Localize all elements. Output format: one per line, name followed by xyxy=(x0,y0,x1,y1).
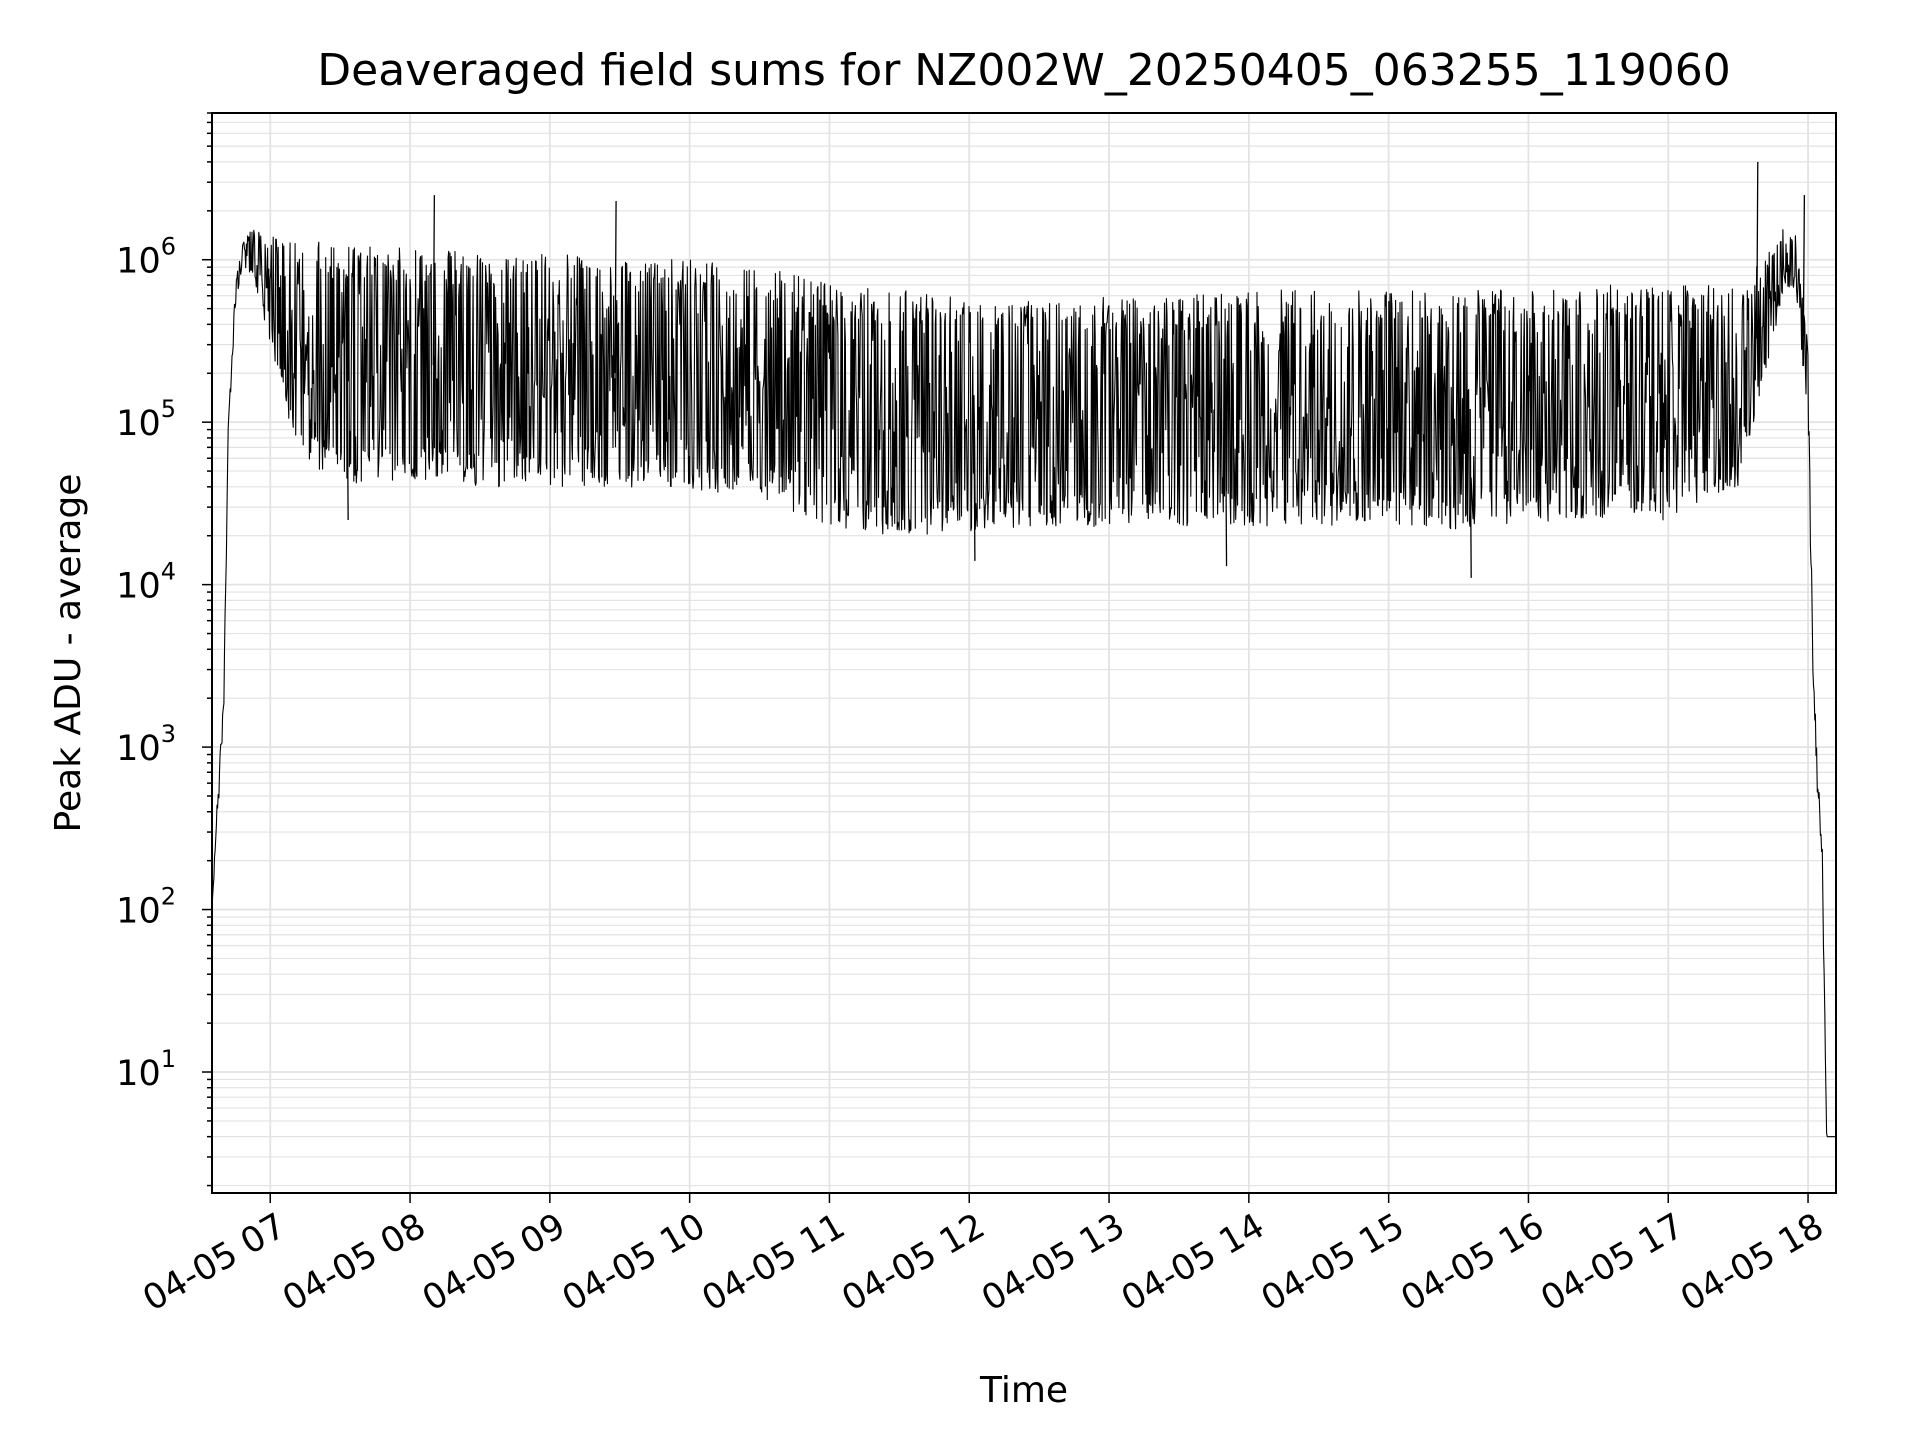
series-spike xyxy=(346,363,349,520)
x-tick-label: 04-05 16 xyxy=(1395,1206,1551,1319)
x-tick-label: 04-05 14 xyxy=(1115,1206,1271,1319)
x-tick-label: 04-05 10 xyxy=(556,1206,712,1319)
grid-lines xyxy=(212,112,1836,1193)
x-tick-label: 04-05 12 xyxy=(835,1206,991,1319)
series-spike xyxy=(973,414,976,561)
y-tick-label: 103 xyxy=(116,720,176,769)
x-tick-label: 04-05 09 xyxy=(416,1206,572,1319)
x-tick-label: 04-05 15 xyxy=(1255,1206,1411,1319)
series-spike xyxy=(1224,408,1228,567)
y-tick-label: 105 xyxy=(116,395,176,444)
x-tick-label: 04-05 18 xyxy=(1674,1206,1830,1319)
x-tick-label: 04-05 07 xyxy=(136,1206,292,1319)
x-axis-label: Time xyxy=(979,1370,1068,1411)
chart-title: Deaveraged field sums for NZ002W_2025040… xyxy=(317,45,1730,96)
plot-frame xyxy=(211,112,1837,1194)
y-tick-label: 101 xyxy=(116,1045,176,1094)
y-axis-label: Peak ADU - average xyxy=(48,474,89,833)
series-spike xyxy=(432,195,435,366)
x-tick-label: 04-05 17 xyxy=(1534,1206,1690,1319)
y-tick-label: 104 xyxy=(116,558,176,607)
data-series xyxy=(211,161,1836,1138)
y-tick-label: 106 xyxy=(116,233,176,282)
x-tick-label: 04-05 11 xyxy=(696,1206,852,1319)
series-spike xyxy=(614,200,617,374)
series-spike xyxy=(1756,161,1759,339)
y-tick-label: 102 xyxy=(116,883,176,932)
series-spike xyxy=(1469,409,1472,578)
x-tick-label: 04-05 13 xyxy=(975,1206,1131,1319)
x-tick-label: 04-05 08 xyxy=(276,1206,432,1319)
series-line xyxy=(211,229,1836,1138)
series-spike xyxy=(1802,195,1806,337)
